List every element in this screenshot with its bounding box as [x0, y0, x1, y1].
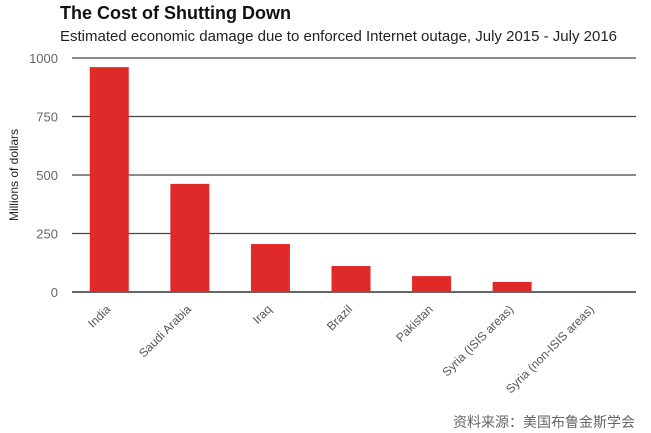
- x-tick-label: Iraq: [250, 302, 275, 327]
- bar: [170, 183, 210, 292]
- bar: [412, 276, 452, 292]
- bar: [250, 244, 290, 292]
- y-tick-label: 250: [36, 227, 58, 242]
- chart-title: The Cost of Shutting Down: [60, 3, 291, 23]
- y-tick-label: 0: [51, 285, 58, 300]
- x-tick-label: Saudi Arabia: [136, 302, 194, 360]
- y-axis-label: Millions of dollars: [7, 129, 21, 221]
- x-tick-label: Syria (ISIS areas): [439, 302, 516, 379]
- bar: [492, 281, 532, 292]
- bar: [573, 291, 613, 293]
- x-tick-label: Pakistan: [393, 302, 435, 344]
- source-note: 资料来源：美国布鲁金斯学会: [453, 414, 635, 430]
- x-tick-label: Brazil: [324, 302, 355, 333]
- y-tick-label: 750: [36, 110, 58, 125]
- x-tick-label: Syria (non-ISIS areas): [503, 302, 597, 396]
- x-tick-label: India: [85, 302, 114, 331]
- chart-subtitle: Estimated economic damage due to enforce…: [60, 28, 618, 45]
- y-tick-label: 1000: [29, 51, 58, 66]
- bar: [331, 266, 371, 292]
- bar: [89, 67, 129, 292]
- y-tick-label: 500: [36, 168, 58, 183]
